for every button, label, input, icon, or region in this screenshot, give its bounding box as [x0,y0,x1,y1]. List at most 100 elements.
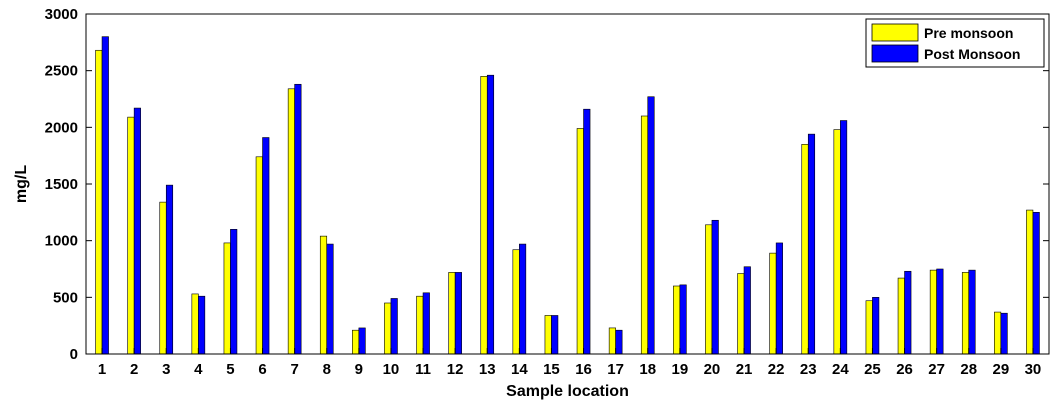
x-tick-label: 1 [98,361,106,378]
legend: Pre monsoon Post Monsoon [866,19,1044,67]
bar-post-10 [391,298,398,354]
bar-pre-16 [577,128,584,354]
y-tick-label: 1000 [45,233,78,250]
x-tick-label: 28 [960,361,977,378]
bar-post-13 [487,75,494,354]
bar-post-29 [1001,313,1008,354]
y-tick-label: 500 [53,289,78,306]
bar-pre-21 [738,274,745,354]
x-tick-label: 30 [1025,361,1042,378]
x-tick-label: 25 [864,361,881,378]
bar-pre-28 [962,272,969,354]
bar-post-23 [808,134,815,354]
x-tick-label: 27 [928,361,945,378]
bar-post-12 [455,272,462,354]
bar-post-11 [423,293,430,354]
bar-pre-22 [770,253,777,354]
bar-pre-9 [352,330,359,354]
bar-pre-3 [160,202,167,354]
bar-post-22 [776,243,783,354]
bar-pre-30 [1026,210,1033,354]
x-tick-label: 4 [194,361,203,378]
x-tick-label: 23 [800,361,817,378]
bar-post-21 [744,267,751,354]
x-tick-label: 5 [226,361,234,378]
bar-post-7 [295,84,302,354]
x-tick-label: 9 [355,361,363,378]
y-tick-label: 2000 [45,119,78,136]
bar-pre-25 [866,301,873,354]
x-tick-label: 12 [447,361,464,378]
legend-label-post-monsoon: Post Monsoon [924,46,1020,62]
bar-pre-11 [417,296,424,354]
x-tick-label: 3 [162,361,170,378]
x-tick-label: 15 [543,361,560,378]
y-tick-label: 3000 [45,6,78,23]
y-tick-label: 0 [70,346,78,363]
bar-pre-18 [641,116,648,354]
bar-pre-26 [898,278,905,354]
bar-post-24 [840,121,847,354]
bar-pre-4 [192,294,199,354]
x-tick-label: 13 [479,361,496,378]
bar-post-27 [937,269,944,354]
x-tick-label: 26 [896,361,913,378]
bar-post-18 [648,97,655,354]
x-tick-label: 10 [383,361,400,378]
x-tick-label: 11 [415,361,431,378]
x-tick-label: 18 [639,361,656,378]
y-axis-title: mg/L [13,165,30,203]
x-tick-label: 17 [607,361,624,378]
bar-pre-27 [930,270,937,354]
bar-pre-23 [802,144,809,354]
x-tick-label: 14 [511,361,528,378]
bar-pre-15 [545,315,552,354]
x-tick-label: 2 [130,361,138,378]
x-tick-label: 7 [290,361,298,378]
legend-swatch-pre-monsoon [872,24,918,41]
bar-post-3 [166,185,173,354]
bar-post-9 [359,328,366,354]
bar-pre-2 [128,117,134,354]
bar-post-30 [1033,212,1040,354]
bar-post-16 [584,109,591,354]
bar-post-2 [134,108,141,354]
x-tick-label: 20 [704,361,721,378]
bar-post-8 [327,244,334,354]
bar-pre-12 [449,272,456,354]
bar-post-14 [519,244,526,354]
bar-pre-8 [320,236,327,354]
x-axis-title: Sample location [506,383,629,400]
bar-post-17 [616,330,623,354]
bar-pre-19 [673,286,680,354]
legend-label-pre-monsoon: Pre monsoon [924,25,1013,41]
bar-post-1 [102,37,109,354]
bar-pre-24 [834,130,841,354]
x-tick-label: 8 [323,361,331,378]
bar-pre-20 [705,225,712,354]
bar-post-20 [712,220,719,354]
bar-pre-7 [288,89,295,354]
bar-post-28 [969,270,976,354]
bar-post-4 [198,296,205,354]
bar-post-5 [230,229,237,354]
bar-post-19 [680,285,687,354]
bar-post-25 [872,297,879,354]
legend-swatch-post-monsoon [872,45,918,62]
bar-pre-6 [256,157,263,354]
bars-layer [96,37,1040,354]
bar-post-6 [263,138,270,354]
x-tick-label: 29 [993,361,1010,378]
x-tick-label: 21 [736,361,753,378]
bar-pre-1 [96,50,103,354]
x-tick-label: 19 [672,361,689,378]
bar-pre-17 [609,328,616,354]
bar-post-26 [905,271,912,354]
bar-pre-29 [994,312,1001,354]
y-tick-label: 2500 [45,63,78,80]
bar-post-15 [551,315,558,354]
x-tick-label: 22 [768,361,785,378]
bar-pre-13 [481,76,488,354]
y-tick-label: 1500 [45,176,78,193]
